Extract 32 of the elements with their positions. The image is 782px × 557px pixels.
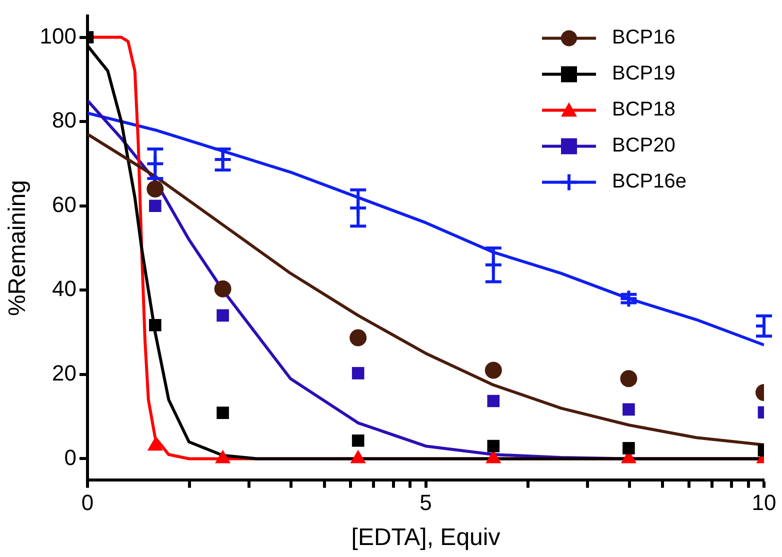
point: [487, 440, 500, 452]
y-tick-label: 100: [40, 23, 77, 48]
point: [149, 200, 162, 212]
legend-label: BCP16e: [612, 170, 686, 193]
x-tick-label: 10: [752, 490, 776, 516]
point: [622, 403, 635, 416]
point: [214, 280, 232, 298]
y-axis-title: %Remaining: [4, 180, 32, 316]
x-tick-label: 0: [81, 490, 94, 516]
point: [352, 367, 364, 380]
point: [350, 329, 367, 346]
point: [484, 362, 502, 379]
point: [146, 180, 164, 198]
point: [149, 318, 162, 332]
y-tick-label: 40: [52, 276, 77, 302]
y-tick-label: 0: [64, 444, 77, 470]
legend-label: BCP18: [612, 98, 676, 121]
point: [619, 289, 638, 308]
legend-label: BCP20: [612, 134, 676, 157]
x-axis-title: [EDTA], Equiv: [351, 524, 500, 552]
point: [352, 434, 364, 447]
legend-label: BCP19: [612, 62, 676, 85]
y-tick-label: 20: [52, 360, 77, 386]
point: [620, 370, 638, 388]
point: [216, 309, 229, 322]
x-tick-label: 5: [420, 490, 432, 516]
point: [216, 406, 229, 419]
legend-label: BCP16: [612, 26, 676, 49]
point: [487, 394, 500, 408]
y-tick-label: 60: [52, 192, 77, 217]
y-tick-label: 80: [52, 108, 77, 133]
point: [622, 442, 635, 454]
